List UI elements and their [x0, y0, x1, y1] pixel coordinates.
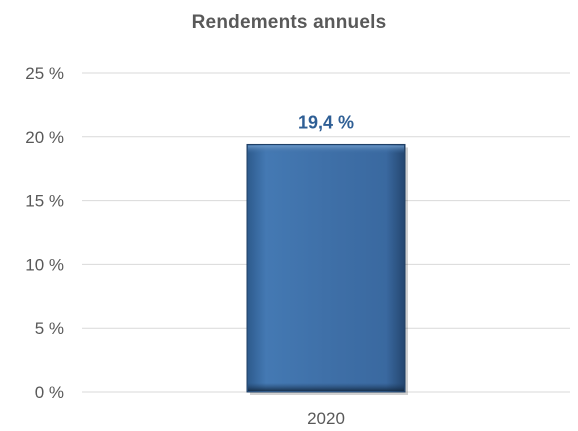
y-tick-label: 25 %: [25, 64, 64, 83]
bar: [246, 143, 406, 393]
y-tick-label: 20 %: [25, 128, 64, 147]
data-label: 19,4 %: [298, 112, 354, 132]
x-category-label: 2020: [307, 409, 345, 428]
bar-2020: [246, 143, 408, 395]
y-tick-label: 10 %: [25, 255, 64, 274]
bar-bevel-bottom: [248, 383, 404, 391]
y-tick-label: 0 %: [35, 383, 64, 402]
chart-title: Rendements annuels: [191, 12, 387, 33]
y-tick-label: 5 %: [35, 319, 64, 338]
bar-bevel-top: [248, 145, 404, 154]
y-tick-label: 15 %: [25, 192, 64, 211]
